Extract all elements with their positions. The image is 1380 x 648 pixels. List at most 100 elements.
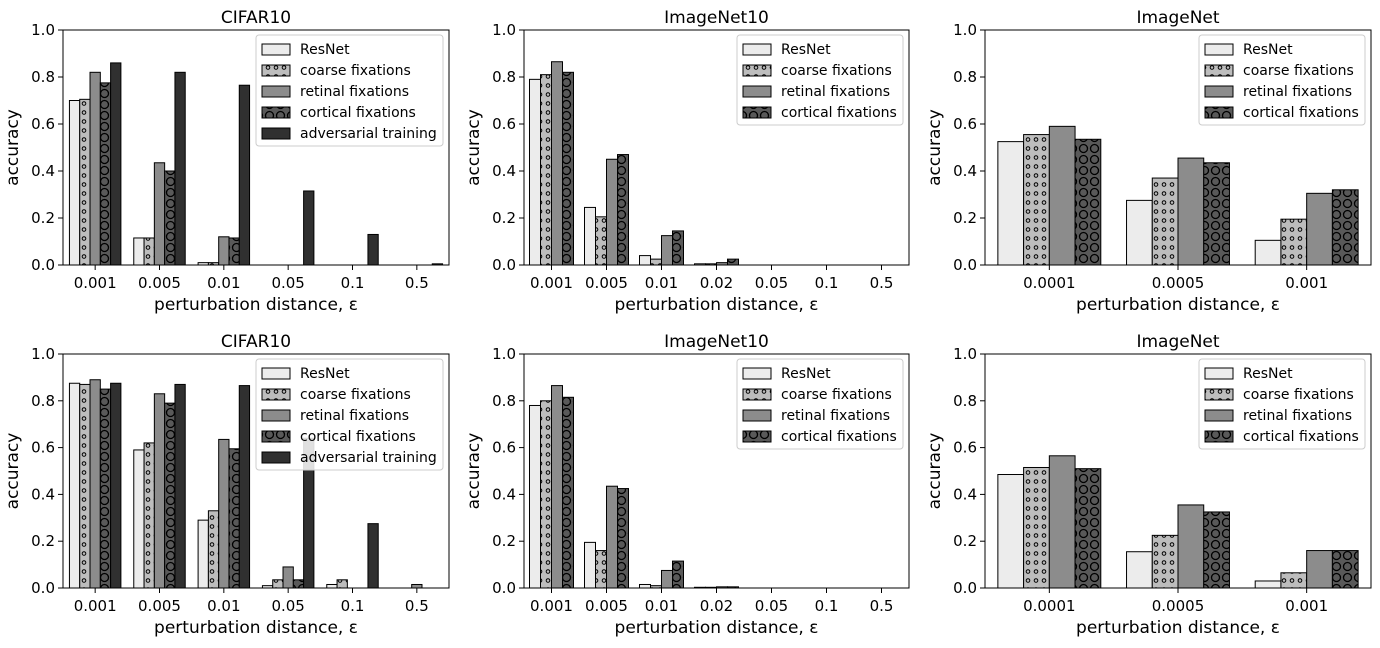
legend: ResNet coarse fixations retinal fixations c…	[736, 358, 904, 450]
bars	[529, 61, 739, 266]
y-tick-label: 0.4	[31, 162, 55, 180]
legend-swatch-hatch	[1205, 65, 1233, 76]
bar-adversarial-training-0.001	[110, 382, 122, 589]
x-tick-label: 0.1	[815, 597, 839, 615]
legend-box	[255, 34, 444, 147]
bar-coarse-fixations-0.0001-hatch	[1023, 134, 1050, 265]
bar-coarse-fixations-0.005-hatch	[595, 550, 607, 588]
legend-swatch-resnet	[1204, 367, 1234, 380]
y-tick-label: 0.4	[492, 485, 516, 503]
legend-label-coarse-fixations: coarse fixations	[781, 387, 892, 403]
y-tick-label: 0.6	[953, 115, 977, 133]
legend-swatch-hatch	[743, 107, 771, 118]
y-tick-label: 1.0	[953, 21, 977, 39]
bar-cortical-fixations-0.005-hatch	[617, 154, 629, 265]
y-tick-label: 0.6	[31, 439, 55, 457]
legend: ResNet coarse fixations retinal fixations c…	[1198, 358, 1366, 450]
y-axis-label: accuracy	[925, 109, 945, 186]
bar-resnet-0.005	[133, 237, 145, 266]
bar-resnet-0.001	[68, 100, 81, 266]
legend-label-resnet: ResNet	[300, 42, 350, 58]
bar-retinal-fixations-0.001	[551, 385, 563, 589]
y-axis-label: accuracy	[464, 433, 484, 510]
x-tick-label: 0.005	[585, 597, 628, 615]
y-tick-label: 0.6	[492, 439, 516, 457]
legend: ResNet coarse fixations retinal fixations c…	[255, 358, 444, 471]
bars	[529, 385, 739, 589]
legend-label-retinal-fixations: retinal fixations	[300, 84, 409, 100]
legend-swatch-hatch	[1205, 107, 1233, 118]
x-tick-label: 0.1	[341, 274, 365, 292]
axes-frame	[62, 29, 450, 266]
legend-swatch-hatch	[262, 107, 290, 118]
bar-resnet-0.01	[639, 583, 651, 589]
y-axis-label: accuracy	[464, 109, 484, 186]
bar-cortical-fixations-0.005-hatch	[617, 488, 629, 588]
legend-label-coarse-fixations: coarse fixations	[1243, 387, 1354, 403]
legend-label-coarse-fixations: coarse fixations	[1243, 63, 1354, 79]
legend-label-resnet: ResNet	[300, 366, 350, 382]
bar-adversarial-training-0.1	[367, 233, 379, 266]
x-axis-label: perturbation distance, ε	[615, 295, 819, 315]
bar-retinal-fixations-0.01	[218, 236, 230, 266]
legend-swatch-resnet	[261, 367, 291, 380]
bar-coarse-fixations-0.01-hatch	[208, 262, 219, 265]
legend-label-resnet: ResNet	[1243, 366, 1293, 382]
bar-cortical-fixations-0.0001-hatch	[1075, 139, 1101, 265]
y-tick-label: 0.0	[953, 256, 977, 274]
bar-coarse-fixations-0.01-hatch	[650, 259, 662, 265]
legend-label-cortical-fixations: cortical fixations	[300, 105, 416, 121]
chart-title: ImageNet10	[664, 332, 769, 352]
bar-coarse-fixations-0.005-hatch	[595, 216, 607, 265]
legend-box	[255, 358, 444, 471]
bar-resnet-0.0001	[997, 474, 1025, 589]
bar-cortical-fixations-0.001-hatch	[100, 82, 111, 265]
y-tick-label: 0.0	[31, 256, 55, 274]
bar-retinal-fixations-0.005	[606, 485, 618, 589]
y-tick-label: 0.0	[492, 256, 516, 274]
bar-adversarial-training-0.01	[238, 385, 251, 589]
legend-label-coarse-fixations: coarse fixations	[781, 63, 892, 79]
bar-cortical-fixations-0.01-hatch	[672, 561, 684, 588]
legend-swatch-hatch	[1205, 389, 1233, 400]
bar-coarse-fixations-0.001-hatch	[1280, 219, 1307, 265]
x-tick-label: 0.5	[870, 597, 894, 615]
bar-coarse-fixations-0.001-hatch	[1280, 572, 1307, 588]
bar-coarse-fixations-0.005-hatch	[144, 237, 155, 265]
bar-retinal-fixations-0.01	[661, 569, 673, 589]
y-tick-label: 0.8	[492, 68, 516, 86]
y-tick-label: 0.0	[953, 579, 977, 597]
bar-adversarial-training-0.01	[238, 84, 251, 266]
bar-coarse-fixations-0.01-hatch	[650, 585, 662, 588]
y-tick-label: 1.0	[492, 345, 516, 363]
y-tick-label: 0.4	[953, 485, 977, 503]
legend-label-cortical-fixations: cortical fixations	[1243, 105, 1359, 121]
bar-cortical-fixations-0.01-hatch	[228, 448, 240, 588]
bar-cortical-fixations-0.0005-hatch	[1203, 162, 1230, 265]
x-tick-label: 0.001	[530, 274, 573, 292]
bar-retinal-fixations-0.001	[89, 71, 101, 266]
x-tick-label: 0.1	[815, 274, 839, 292]
legend-swatch-hatch	[1205, 431, 1233, 442]
bar-adversarial-training-0.005	[174, 71, 186, 266]
chart-title: ImageNet	[1136, 8, 1219, 28]
x-tick-label: 0.005	[585, 274, 628, 292]
bar-resnet-0.0005	[1126, 551, 1153, 589]
legend-label-resnet: ResNet	[781, 42, 831, 58]
y-tick-label: 0.2	[492, 209, 516, 227]
y-tick-label: 0.0	[31, 579, 55, 597]
bar-coarse-fixations-0.01-hatch	[208, 510, 219, 588]
bar-coarse-fixations-0.0001-hatch	[1023, 467, 1050, 588]
x-tick-label: 0.05	[755, 274, 788, 292]
bar-retinal-fixations-0.001	[551, 61, 563, 266]
legend-swatch-hatch	[743, 389, 771, 400]
bar-retinal-fixations-0.0005	[1177, 504, 1205, 589]
legend-swatch-adversarial-training	[261, 451, 291, 464]
bar-retinal-fixations-0.001	[1306, 550, 1333, 589]
legend-label-cortical-fixations: cortical fixations	[300, 429, 416, 445]
legend-swatch-hatch	[262, 389, 290, 400]
bar-adversarial-training-0.1	[367, 523, 379, 589]
bar-coarse-fixations-0.02-hatch	[705, 263, 717, 265]
legend-label-cortical-fixations: cortical fixations	[781, 105, 897, 121]
bar-cortical-fixations-0.0001-hatch	[1075, 468, 1101, 588]
